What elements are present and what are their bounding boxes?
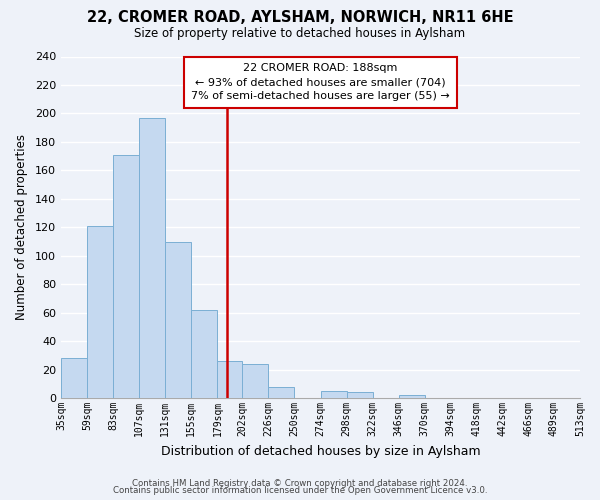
- Bar: [320, 391, 347, 398]
- Bar: [165, 242, 191, 398]
- Bar: [139, 118, 165, 398]
- X-axis label: Distribution of detached houses by size in Aylsham: Distribution of detached houses by size …: [161, 444, 481, 458]
- Text: Contains public sector information licensed under the Open Government Licence v3: Contains public sector information licen…: [113, 486, 487, 495]
- Bar: [268, 387, 295, 398]
- Y-axis label: Number of detached properties: Number of detached properties: [15, 134, 28, 320]
- Bar: [191, 310, 217, 398]
- Bar: [242, 364, 268, 398]
- Bar: [217, 361, 242, 398]
- Bar: [347, 392, 373, 398]
- Bar: [87, 226, 113, 398]
- Text: Size of property relative to detached houses in Aylsham: Size of property relative to detached ho…: [134, 28, 466, 40]
- Bar: [61, 358, 87, 398]
- Text: 22 CROMER ROAD: 188sqm
← 93% of detached houses are smaller (704)
7% of semi-det: 22 CROMER ROAD: 188sqm ← 93% of detached…: [191, 64, 450, 102]
- Bar: [113, 154, 139, 398]
- Text: Contains HM Land Registry data © Crown copyright and database right 2024.: Contains HM Land Registry data © Crown c…: [132, 478, 468, 488]
- Bar: [398, 396, 425, 398]
- Text: 22, CROMER ROAD, AYLSHAM, NORWICH, NR11 6HE: 22, CROMER ROAD, AYLSHAM, NORWICH, NR11 …: [86, 10, 514, 25]
